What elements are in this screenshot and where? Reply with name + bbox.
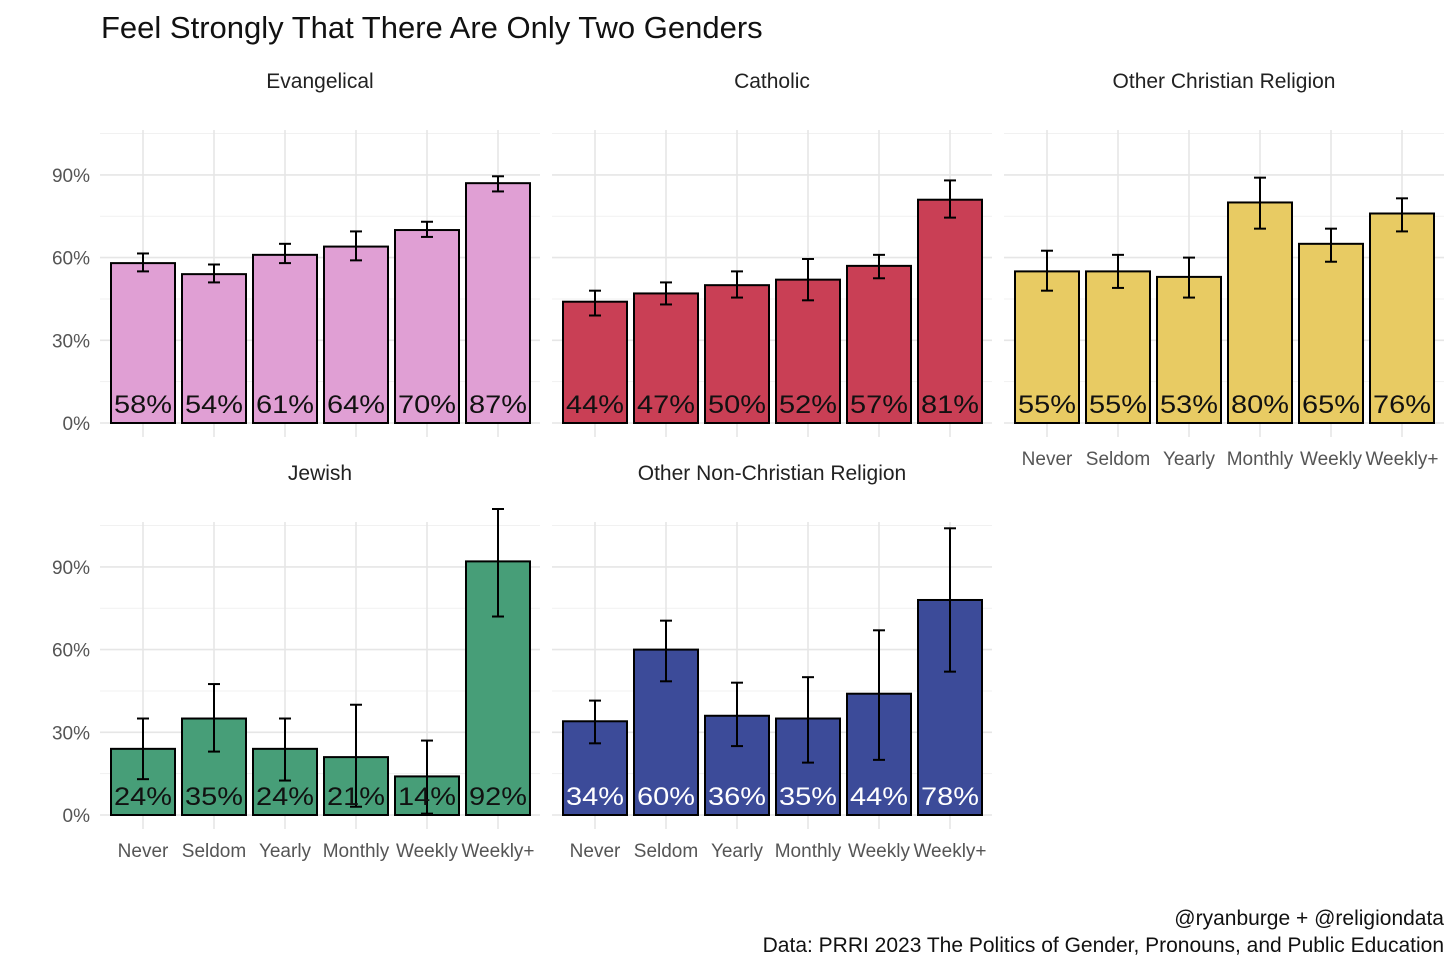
caption-credit: @ryanburge + @religiondata (1174, 907, 1444, 930)
bar-yearly (252, 253, 318, 424)
data-label: 21% (327, 783, 385, 811)
y-tick-label: 90% (52, 558, 90, 579)
panel-title: Other Non-Christian Religion (638, 462, 906, 485)
data-label: 54% (185, 391, 243, 419)
y-tick-label: 60% (52, 249, 90, 270)
data-label: 65% (1302, 391, 1360, 419)
y-tick-label: 90% (52, 166, 90, 187)
panel-title: Other Christian Religion (1113, 70, 1336, 93)
data-label: 81% (921, 391, 979, 419)
x-tick-label: Weekly+ (461, 841, 534, 862)
x-tick-label: Weekly (848, 841, 910, 862)
x-tick-label: Weekly (1300, 449, 1362, 470)
x-tick-label: Monthly (775, 841, 842, 862)
bar-weekly (1298, 242, 1364, 424)
x-tick-label: Weekly+ (913, 841, 986, 862)
data-label: 36% (708, 783, 766, 811)
x-tick-label: Seldom (634, 841, 698, 862)
bar-monthly (1227, 201, 1293, 424)
panel-jewish: Jewish 0% 30% 60% 90% 24% Never 35% Seldom 24% Yea… (52, 462, 540, 862)
data-label: 24% (256, 783, 314, 811)
panel-title: Catholic (734, 70, 810, 93)
x-tick-label: Yearly (711, 841, 764, 862)
x-tick-label: Never (1022, 449, 1073, 470)
bar-yearly (1156, 275, 1222, 424)
y-tick-label: 0% (63, 414, 91, 435)
x-tick-label: Weekly (396, 841, 458, 862)
y-tick-label: 60% (52, 641, 90, 662)
data-label: 35% (185, 783, 243, 811)
y-tick-label: 30% (52, 723, 90, 744)
chart-title: Feel Strongly That There Are Only Two Ge… (101, 10, 763, 45)
bar-weekly (846, 264, 912, 424)
data-label: 87% (469, 391, 527, 419)
data-label: 53% (1160, 391, 1218, 419)
panel-title: Jewish (288, 462, 352, 485)
data-label: 55% (1018, 391, 1076, 419)
data-label: 57% (850, 391, 908, 419)
bar-never (1014, 270, 1080, 424)
data-label: 64% (327, 391, 385, 419)
bar-seldom (633, 292, 699, 425)
data-label: 52% (779, 391, 837, 419)
x-tick-label: Monthly (323, 841, 390, 862)
bar-weekly-plus (917, 198, 983, 424)
y-tick-label: 30% (52, 331, 90, 352)
data-label: 61% (256, 391, 314, 419)
x-tick-label: Seldom (182, 841, 246, 862)
panel-catholic: Catholic 44% 47% 50% 52% 57% 81% (552, 70, 992, 437)
x-tick-label: Monthly (1227, 449, 1294, 470)
data-label: 70% (398, 391, 456, 419)
data-label: 76% (1373, 391, 1431, 419)
bar-monthly (323, 245, 389, 424)
data-label: 60% (637, 783, 695, 811)
data-label: 58% (114, 391, 172, 419)
bar-never (110, 262, 176, 425)
bar-never (562, 300, 628, 424)
data-label: 50% (708, 391, 766, 419)
data-label: 35% (779, 783, 837, 811)
y-tick-label: 0% (63, 806, 91, 827)
panel-title: Evangelical (266, 70, 373, 93)
data-label: 78% (921, 783, 979, 811)
caption-source: Data: PRRI 2023 The Politics of Gender, … (763, 934, 1444, 957)
panel-other-christian-religion: Other Christian Religion 55% Never 55% Seldo… (1004, 70, 1444, 470)
data-label: 44% (850, 783, 908, 811)
bar-seldom (181, 273, 247, 425)
data-label: 44% (566, 391, 624, 419)
panel-other-non-christian-religion: Other Non-Christian Religion 34% Never 60% S… (552, 462, 992, 862)
data-label: 34% (566, 783, 624, 811)
x-tick-label: Never (118, 841, 169, 862)
x-tick-label: Never (570, 841, 621, 862)
panel-evangelical: Evangelical 0% 30% 60% 90% 58% 54% 61% 64% 70% 87% (52, 70, 540, 437)
x-tick-label: Weekly+ (1365, 449, 1438, 470)
x-tick-label: Yearly (1163, 449, 1216, 470)
data-label: 80% (1231, 391, 1289, 419)
data-label: 47% (637, 391, 695, 419)
bar-weekly-plus (465, 182, 531, 424)
x-tick-label: Yearly (259, 841, 312, 862)
data-label: 24% (114, 783, 172, 811)
x-tick-label: Seldom (1086, 449, 1150, 470)
bar-weekly (394, 229, 460, 424)
data-label: 14% (398, 783, 456, 811)
data-label: 55% (1089, 391, 1147, 419)
data-label: 92% (469, 783, 527, 811)
bar-yearly (704, 284, 770, 424)
